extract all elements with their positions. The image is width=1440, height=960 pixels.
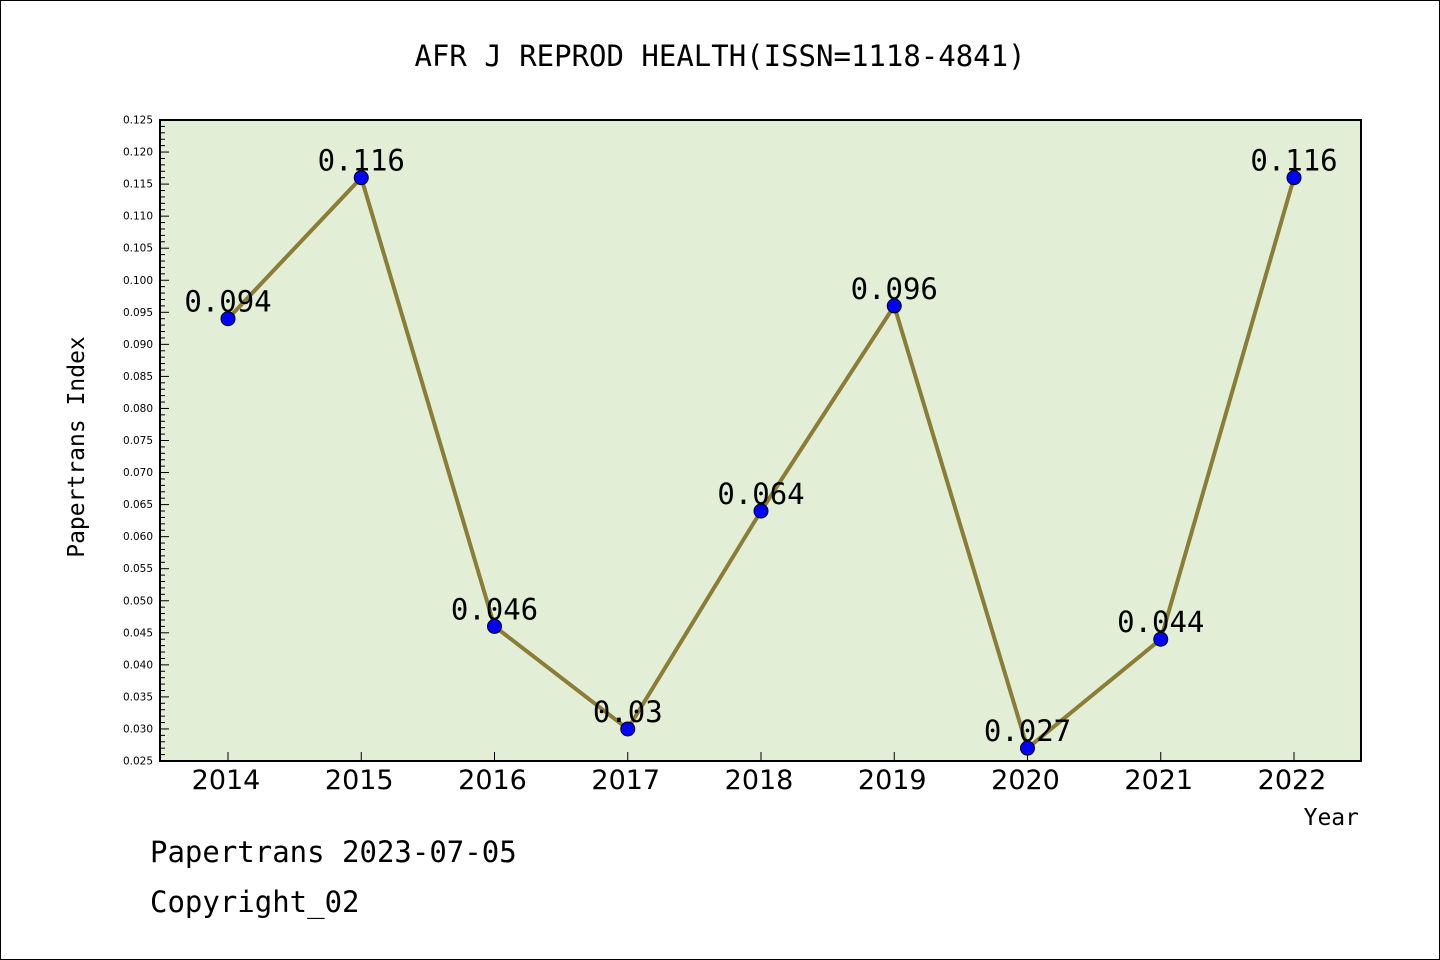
- x-axis-label: Year: [1304, 805, 1359, 831]
- data-label: 0.027: [984, 714, 1071, 748]
- y-tick-label: 0.025: [123, 756, 153, 768]
- y-tick-label: 0.085: [123, 371, 153, 383]
- data-label: 0.116: [1250, 144, 1337, 178]
- data-label: 0.03: [593, 695, 663, 729]
- data-markers: [220, 170, 1302, 756]
- chart-title: AFR J REPROD HEALTH(ISSN=1118-4841): [414, 39, 1025, 73]
- data-label: 0.064: [717, 477, 804, 511]
- data-label: 0.116: [318, 144, 405, 178]
- data-label: 0.096: [851, 272, 938, 306]
- data-point: [1020, 740, 1035, 756]
- y-tick-label: 0.105: [123, 243, 153, 255]
- y-tick-label: 0.090: [123, 339, 153, 351]
- x-tick-label: 2022: [1258, 765, 1327, 796]
- y-tick-label: 0.040: [123, 659, 153, 671]
- x-tick-label: 2018: [725, 765, 794, 796]
- data-point: [353, 170, 369, 186]
- y-axis-label: Papertrans Index: [64, 336, 90, 558]
- data-label: 0.046: [451, 592, 538, 626]
- data-label: 0.044: [1117, 605, 1204, 639]
- series-line-segment: [492, 624, 630, 731]
- x-axis-ticks: 2014 2015 2016 2017 2018 2019 2020 2021 2022: [192, 752, 1327, 796]
- data-labels: 0.094 0.116 0.046 0.03 0.064 0.096 0.027 0.044 0…: [184, 144, 1337, 748]
- y-tick-label: 0.110: [123, 211, 153, 223]
- series-line-segment: [892, 303, 1030, 751]
- y-tick-label: 0.065: [123, 499, 153, 511]
- series-line-group: [226, 175, 1296, 751]
- y-tick-label: 0.050: [123, 595, 153, 607]
- y-tick-label: 0.045: [123, 627, 153, 639]
- series-line-segment: [359, 175, 497, 629]
- y-tick-label: 0.070: [123, 467, 153, 479]
- series-line-segment: [1025, 637, 1163, 751]
- y-tick-label: 0.060: [123, 531, 153, 543]
- data-label: 0.094: [184, 285, 271, 319]
- x-tick-label: 2020: [991, 765, 1060, 796]
- data-point: [753, 503, 769, 519]
- y-tick-label: 0.030: [123, 723, 153, 735]
- footer-date: Papertrans 2023-07-05: [150, 835, 517, 869]
- y-tick-label: 0.035: [123, 691, 153, 703]
- series-line-segment: [226, 175, 364, 321]
- x-tick-label: 2021: [1124, 765, 1193, 796]
- y-tick-label: 0.080: [123, 403, 153, 415]
- series-line-segment: [759, 303, 897, 514]
- y-tick-label: 0.125: [123, 115, 153, 127]
- series-line-segment: [625, 509, 763, 731]
- data-point: [220, 311, 236, 327]
- data-point: [886, 298, 902, 314]
- y-tick-label: 0.075: [123, 435, 153, 447]
- x-tick-label: 2019: [858, 765, 927, 796]
- x-tick-label: 2016: [458, 765, 527, 796]
- y-axis-ticks: 0.025 0.030 0.035 0.040 0.045 0.050 0.055 0.060…: [123, 115, 169, 768]
- x-tick-label: 2014: [192, 765, 261, 796]
- y-tick-label: 0.115: [123, 179, 153, 191]
- data-point: [1286, 170, 1302, 186]
- footer-copyright: Copyright_02: [150, 885, 360, 919]
- data-point: [487, 618, 502, 634]
- data-point: [1153, 631, 1169, 647]
- data-point: [620, 721, 636, 737]
- x-tick-label: 2017: [591, 765, 660, 796]
- y-tick-label: 0.120: [123, 147, 153, 159]
- plot-area: [159, 119, 1362, 762]
- y-tick-label: 0.055: [123, 563, 153, 575]
- x-tick-label: 2015: [325, 765, 394, 796]
- series-line-segment: [1158, 175, 1296, 642]
- y-tick-label: 0.095: [123, 307, 153, 319]
- y-tick-label: 0.100: [123, 275, 153, 287]
